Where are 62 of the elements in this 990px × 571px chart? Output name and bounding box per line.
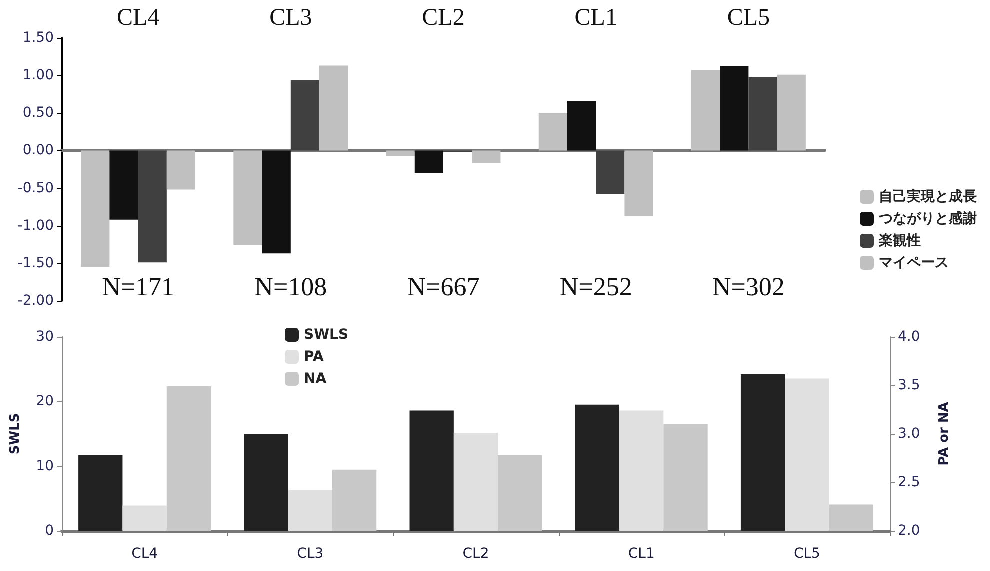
y-tick-label: 0	[45, 523, 54, 539]
bar	[414, 150, 444, 174]
bar	[596, 150, 625, 194]
bar	[748, 77, 778, 151]
y2-tick-label: 4.0	[898, 329, 920, 345]
y-tick-label: 1.00	[22, 68, 54, 84]
y-tick-label: 10	[36, 458, 54, 474]
legend-label: SWLS	[304, 327, 349, 343]
y-axis-title: SWLS	[8, 413, 23, 455]
bar	[472, 150, 501, 164]
y2-axis-title: PA or NA	[937, 402, 952, 466]
y-tick-label: 20	[36, 394, 54, 410]
x-tick-label: CL4	[132, 546, 158, 562]
bar	[691, 70, 720, 151]
x-tick-label: CL2	[422, 5, 465, 31]
annotation: N=252	[560, 272, 632, 302]
bar	[110, 150, 138, 220]
legend-label: 楽観性	[878, 233, 921, 249]
bar	[262, 150, 291, 254]
legend-label: マイペース	[879, 255, 949, 271]
y-tick-label: 1.50	[22, 30, 54, 46]
y2-tick-label: 2.5	[898, 474, 920, 490]
bar	[567, 101, 596, 151]
bar	[234, 150, 262, 246]
x-tick-label: CL5	[794, 546, 820, 562]
y-tick-label: -2.00	[18, 293, 54, 309]
bar	[244, 434, 288, 531]
annotation: N=108	[254, 272, 328, 302]
legend-label: NA	[304, 371, 327, 387]
x-tick-label: CL5	[727, 5, 770, 31]
bar	[386, 150, 415, 156]
y-tick-label: 30	[36, 329, 54, 345]
y2-tick-label: 3.0	[898, 426, 920, 442]
bar	[320, 66, 348, 151]
annotation: N=667	[407, 272, 480, 302]
legend-label: 自己実現と成長	[879, 188, 977, 205]
bar	[538, 113, 568, 151]
bar	[290, 80, 320, 151]
x-tick-label: CL1	[574, 5, 618, 31]
bar	[624, 150, 654, 216]
y2-tick-label: 3.5	[898, 378, 920, 394]
bar	[81, 150, 110, 268]
y-tick-label: -0.50	[18, 180, 54, 196]
y-tick-label: 0.00	[22, 142, 54, 159]
x-tick-label: CL1	[628, 546, 655, 562]
bar	[777, 74, 806, 151]
bar	[166, 150, 196, 190]
y-tick-label: -1.50	[18, 255, 54, 272]
bar	[78, 455, 123, 531]
bar	[720, 66, 749, 151]
annotation: N=171	[102, 272, 175, 302]
x-tick-label: CL2	[462, 546, 490, 562]
x-tick-label: CL4	[116, 5, 160, 31]
legend-label: PA	[304, 349, 324, 365]
x-tick-label: CL3	[297, 546, 324, 562]
bar	[138, 150, 167, 263]
y-tick-label: 0.50	[22, 105, 54, 122]
annotation: N=302	[712, 272, 785, 302]
legend-label: つながりと感謝	[878, 210, 977, 227]
y2-tick-label: 2.0	[898, 523, 920, 539]
y-tick-label: -1.00	[18, 218, 54, 234]
x-tick-label: CL3	[270, 5, 312, 31]
